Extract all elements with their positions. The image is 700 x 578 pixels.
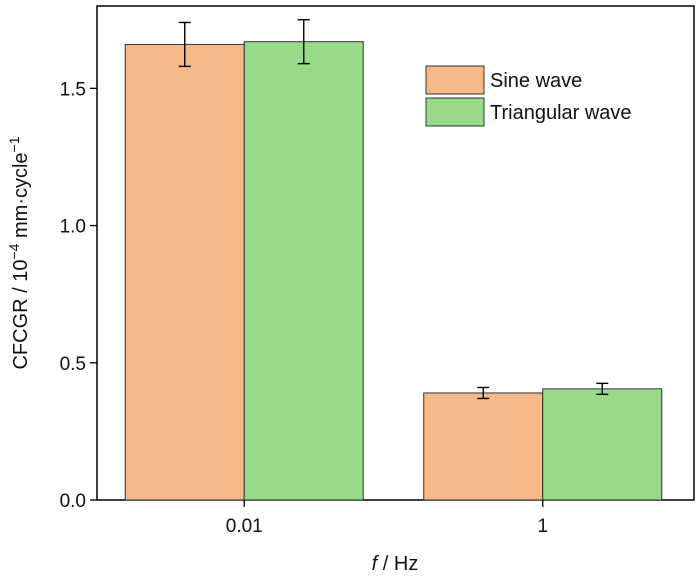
y-tick-label: 0.5 bbox=[60, 354, 86, 375]
bar-sine-1 bbox=[423, 392, 544, 501]
y-axis-label: CFCGR / 10−4 mm·cycle−1 bbox=[6, 136, 32, 369]
legend-swatch bbox=[425, 65, 485, 95]
bars-layer bbox=[124, 41, 663, 501]
x-axis: 0.01 1 bbox=[226, 500, 548, 537]
y-tick-label: 0.0 bbox=[60, 491, 86, 512]
legend-label: Sine wave bbox=[490, 70, 582, 92]
plot-frame bbox=[96, 5, 695, 501]
legend-swatch bbox=[425, 97, 485, 127]
y-tick-label: 1.5 bbox=[60, 79, 86, 100]
y-tick-label: 1.0 bbox=[60, 217, 86, 238]
error-bars-layer bbox=[178, 19, 609, 400]
bar-sine-0 bbox=[124, 43, 245, 501]
legend-label: Triangular wave bbox=[490, 102, 632, 124]
x-tick-label: 1 bbox=[537, 516, 548, 537]
bar-triangular-1 bbox=[542, 388, 663, 501]
x-axis-label: f / Hz bbox=[372, 553, 419, 575]
x-tick-label: 0.01 bbox=[226, 516, 263, 537]
bar-triangular-0 bbox=[243, 41, 364, 501]
legend: Sine wave Triangular wave bbox=[425, 65, 632, 127]
y-axis: 0.0 0.5 1.0 1.5 bbox=[60, 79, 97, 512]
